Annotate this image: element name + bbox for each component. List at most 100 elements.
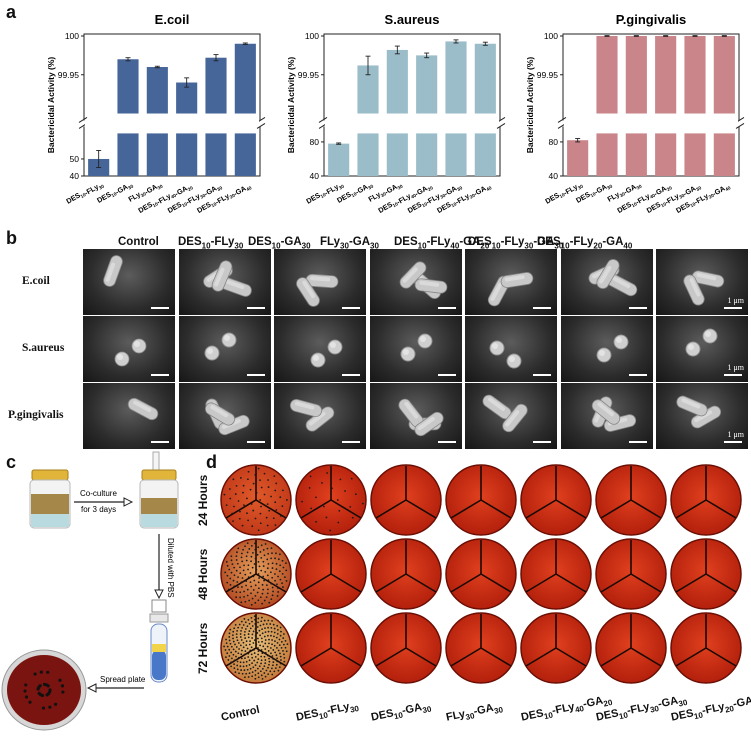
- agar-plate: [220, 464, 292, 536]
- bar-lower-segment: [445, 133, 467, 176]
- agar-plate: [370, 464, 442, 536]
- culture-jar-pipette-icon: [139, 451, 179, 529]
- chart-title: S.aureus: [385, 12, 440, 27]
- sem-image: [560, 383, 653, 449]
- bar-lower-segment: [684, 133, 706, 176]
- agar-plate: [445, 612, 517, 684]
- sem-column-header: DES10-FLy30-GA30: [468, 236, 564, 251]
- agar-plate: [520, 464, 592, 536]
- test-tube-icon: [149, 599, 169, 683]
- x-tick-label: FLy30-GA30: [127, 178, 164, 206]
- y-tick-label: 80: [549, 137, 559, 147]
- scale-bar: [437, 441, 456, 443]
- agar-plate: [670, 612, 742, 684]
- bar: [386, 49, 408, 114]
- scale-bar: [628, 441, 647, 443]
- bar: [176, 82, 198, 114]
- sem-column-header: FLy30-GA30: [320, 236, 379, 251]
- bar: [625, 36, 647, 114]
- agar-plate: [595, 464, 667, 536]
- bar: [328, 143, 350, 176]
- bar-lower-segment: [205, 133, 227, 176]
- bar-lower-segment: [713, 133, 735, 176]
- sem-image: [560, 316, 653, 382]
- agar-plate: [520, 612, 592, 684]
- svg-text:FLy30-GA30: FLy30-GA30: [127, 178, 164, 206]
- bar-lower-segment: [596, 133, 618, 176]
- sem-image: [274, 316, 366, 382]
- plate-column-label: Control: [220, 703, 261, 724]
- bar: [596, 36, 618, 114]
- scale-bar-label: 1 μm: [727, 363, 744, 372]
- sem-image: [560, 249, 653, 315]
- bar: [205, 57, 227, 114]
- sem-image: [83, 316, 175, 382]
- panel-letter-a: a: [6, 2, 17, 22]
- coculture-label: Co-culture: [80, 489, 117, 498]
- sem-image: [465, 316, 557, 382]
- sem-row-label: E.coil: [22, 275, 50, 287]
- bar: [146, 67, 168, 114]
- time-row-label: 72 Hours: [196, 622, 210, 674]
- scale-bar: [151, 374, 169, 376]
- scale-bar: [533, 307, 551, 309]
- plate-column-label: FLy30-GA30: [445, 701, 504, 724]
- sem-image: 1 μm: [656, 249, 748, 315]
- scale-bar: [724, 307, 742, 309]
- scale-bar-label: 1 μm: [727, 430, 744, 439]
- sem-row-label: P.gingivalis: [8, 409, 64, 421]
- spread-plate-label: Spread plate: [100, 675, 146, 684]
- y-axis-label: Bactericidal Activity (%): [525, 57, 535, 154]
- bar: [416, 55, 438, 114]
- scale-bar: [724, 441, 742, 443]
- agar-plate: [370, 612, 442, 684]
- chart-title: P.gingivalis: [616, 12, 687, 27]
- dilution-label: Diluted with PBS: [166, 538, 175, 598]
- agar-plate: [370, 538, 442, 610]
- sem-image: 1 μm: [656, 316, 748, 382]
- sem-column-header: DES10-FLy40-GA20: [394, 236, 490, 251]
- bar: [567, 140, 589, 176]
- scale-bar: [533, 374, 551, 376]
- agar-plate: [670, 464, 742, 536]
- y-tick-label: 100: [65, 31, 79, 41]
- bar-lower-segment: [386, 133, 408, 176]
- svg-text:DES10-GA30: DES10-GA30: [335, 178, 374, 207]
- panel-letter-b: b: [6, 228, 17, 248]
- sem-image: [465, 249, 557, 315]
- bar-lower-segment: [655, 133, 677, 176]
- plate-column-label: DES10-FLy30: [295, 700, 360, 724]
- culture-jar-icon: [29, 469, 71, 529]
- sem-image: [465, 383, 557, 449]
- sem-row-label: S.aureus: [22, 342, 65, 354]
- scale-bar: [342, 374, 360, 376]
- sem-image: [369, 249, 462, 315]
- bar: [117, 59, 139, 114]
- sem-image: [369, 383, 462, 449]
- time-row-label: 24 Hours: [196, 474, 210, 526]
- chart-title: E.coil: [155, 12, 190, 27]
- y-axis-label: Bactericidal Activity (%): [286, 57, 296, 154]
- svg-text:DES10-GA30: DES10-GA30: [95, 178, 134, 207]
- sem-image: 1 μm: [656, 383, 748, 449]
- agar-plate: [220, 538, 292, 610]
- agar-plate: [295, 464, 367, 536]
- sem-column-header: Control: [118, 236, 159, 248]
- bar: [684, 36, 706, 114]
- sem-column-header: DES10-GA30: [248, 236, 311, 251]
- sem-image: [83, 249, 175, 315]
- y-tick-label: 100: [544, 31, 558, 41]
- agar-plate-icon: [1, 649, 87, 731]
- bar-lower-segment: [625, 133, 647, 176]
- bar: [445, 41, 467, 114]
- agar-plate: [445, 538, 517, 610]
- time-row-label: 48 Hours: [196, 548, 210, 600]
- y-tick-label: 100: [305, 31, 319, 41]
- sem-image: [178, 316, 271, 382]
- agar-plate-grid: 24 Hours 48 Hours 72 Hours Control DES10-FLy…: [196, 450, 751, 749]
- bar-lower-segment: [234, 133, 256, 176]
- coculture-duration-label: for 3 days: [81, 505, 116, 514]
- scale-bar: [533, 441, 551, 443]
- y-axis-label: Bactericidal Activity (%): [46, 57, 56, 154]
- x-tick-label: DES10-GA30: [574, 182, 613, 205]
